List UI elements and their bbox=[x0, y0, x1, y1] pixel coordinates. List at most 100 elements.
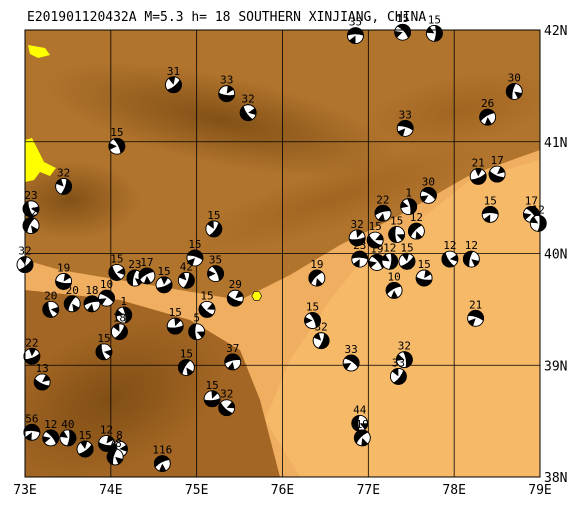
depth-label: 15 bbox=[400, 241, 413, 254]
focal-mechanism: 30 bbox=[420, 175, 437, 204]
depth-label: 19 bbox=[370, 242, 383, 255]
focal-mechanism: 33 bbox=[396, 108, 414, 137]
focal-mechanism: 19 bbox=[55, 261, 73, 290]
depth-label: 17 bbox=[140, 256, 153, 269]
depth-label: 15 bbox=[169, 306, 182, 319]
y-tick-label: 40N bbox=[544, 248, 567, 263]
depth-label: 31 bbox=[167, 65, 180, 78]
focal-mechanism: 20 bbox=[42, 289, 60, 318]
focal-mechanism: 12 bbox=[381, 241, 399, 270]
y-tick-label: 42N bbox=[544, 24, 567, 39]
depth-label: 32 bbox=[351, 218, 364, 231]
depth-label: 12 bbox=[100, 423, 113, 436]
focal-mechanism: 15 bbox=[198, 289, 216, 318]
focal-mechanism: 78 bbox=[106, 437, 124, 466]
depth-label: 19 bbox=[310, 258, 323, 271]
focal-mechanism: 1 bbox=[115, 295, 133, 324]
depth-label: 56 bbox=[25, 412, 38, 425]
depth-label: 15 bbox=[207, 209, 220, 222]
depth-label: 30 bbox=[422, 175, 435, 188]
depth-label: 40 bbox=[61, 418, 74, 431]
depth-label: 12 bbox=[44, 418, 57, 431]
x-tick-label: 79E bbox=[528, 483, 551, 498]
depth-label: 32 bbox=[242, 93, 255, 106]
x-tick-label: 77E bbox=[357, 483, 380, 498]
depth-label: 116 bbox=[152, 444, 172, 457]
focal-mechanism: 15 bbox=[166, 306, 184, 335]
y-tick-label: 39N bbox=[544, 359, 567, 374]
depth-label: 8 bbox=[116, 429, 123, 442]
focal-mechanism: 15 bbox=[108, 252, 126, 281]
ridge-north bbox=[43, 62, 397, 178]
depth-label: 33 bbox=[399, 108, 412, 121]
depth-label: 21 bbox=[469, 298, 482, 311]
focal-mechanism: 15 bbox=[415, 258, 433, 287]
depth-label: 37 bbox=[226, 342, 239, 355]
depth-label: 12 bbox=[443, 239, 456, 252]
ridge-west bbox=[25, 160, 140, 240]
focal-mechanism: 44 bbox=[351, 403, 369, 432]
depth-label: 33 bbox=[220, 74, 233, 87]
depth-label: 10 bbox=[100, 278, 113, 291]
focal-mechanism: 15 bbox=[95, 332, 113, 361]
focal-mechanism: 13 bbox=[33, 362, 51, 391]
focal-mechanism: 30 bbox=[505, 71, 523, 100]
depth-label: 15 bbox=[369, 220, 382, 233]
ridge-central bbox=[177, 142, 483, 258]
depth-label: 15 bbox=[428, 13, 441, 26]
focal-mechanism: 15 bbox=[76, 429, 94, 458]
depth-label: 78 bbox=[109, 437, 122, 450]
focal-mechanism: 33 bbox=[218, 74, 236, 103]
focal-mechanism: 32 bbox=[239, 93, 257, 122]
depth-label: 18 bbox=[85, 284, 98, 297]
focal-mechanism: 10 bbox=[385, 270, 403, 299]
focal-mechanism: 32 bbox=[395, 340, 413, 369]
focal-mechanism: 12 bbox=[42, 418, 60, 447]
depth-label: 1 bbox=[120, 295, 127, 308]
depth-label: 42 bbox=[180, 260, 193, 273]
focal-mechanism: 15 bbox=[108, 126, 126, 155]
depth-label: 12 bbox=[532, 203, 545, 216]
x-tick-label: 73E bbox=[13, 483, 36, 498]
focal-mechanism: 26 bbox=[479, 97, 497, 126]
focal-mechanism: 40 bbox=[59, 418, 77, 447]
focal-mechanism: 33 bbox=[342, 343, 360, 372]
focal-mechanism: 15 bbox=[398, 241, 416, 270]
depth-label: 44 bbox=[353, 403, 367, 416]
focal-mechanism: 19 bbox=[308, 258, 326, 287]
focal-mechanism: 32 bbox=[348, 218, 366, 247]
map-frame bbox=[24, 29, 541, 478]
focal-mechanism: 21 bbox=[467, 298, 485, 327]
map-title: E201901120432A M=5.3 h= 18 SOUTHERN XINJ… bbox=[27, 10, 426, 25]
focal-mechanism: 29 bbox=[226, 278, 244, 307]
focal-mechanism: 12 bbox=[407, 211, 425, 240]
depth-label: 23 bbox=[24, 189, 37, 202]
axis-ticks: 73E 74E 75E 76E 77E 78E 79E 42N 41N 40N 39N 38N bbox=[13, 24, 567, 498]
focal-mechanism: 15 bbox=[203, 379, 221, 408]
focal-mechanism: 15 bbox=[366, 220, 384, 249]
depth-label: 15 bbox=[484, 194, 497, 207]
depth-label: 32 bbox=[24, 206, 37, 219]
depth-label: 17 bbox=[525, 194, 538, 207]
depth-label: 33 bbox=[345, 343, 358, 356]
focal-mechanism: 23 bbox=[351, 239, 369, 268]
focal-mechanism: 31 bbox=[165, 65, 182, 94]
depth-label: 22 bbox=[376, 193, 389, 206]
depth-label: 15 bbox=[396, 12, 409, 25]
depth-label: 15 bbox=[78, 429, 91, 442]
focal-mechanism: 15 bbox=[155, 265, 173, 294]
focal-mechanism: 32 bbox=[22, 206, 40, 234]
focal-mechanism: 18 bbox=[83, 284, 101, 313]
depth-label: 19 bbox=[356, 418, 369, 431]
depth-label: 15 bbox=[110, 126, 123, 139]
tarim-basin bbox=[265, 160, 540, 477]
depth-label: 15 bbox=[188, 238, 201, 251]
lake-west bbox=[25, 138, 56, 182]
lake-north bbox=[28, 45, 50, 58]
depth-label: 26 bbox=[481, 97, 494, 110]
x-tick-label: 75E bbox=[185, 483, 208, 498]
focal-mechanism: 19 bbox=[353, 418, 371, 447]
x-tick-label: 74E bbox=[99, 483, 122, 498]
